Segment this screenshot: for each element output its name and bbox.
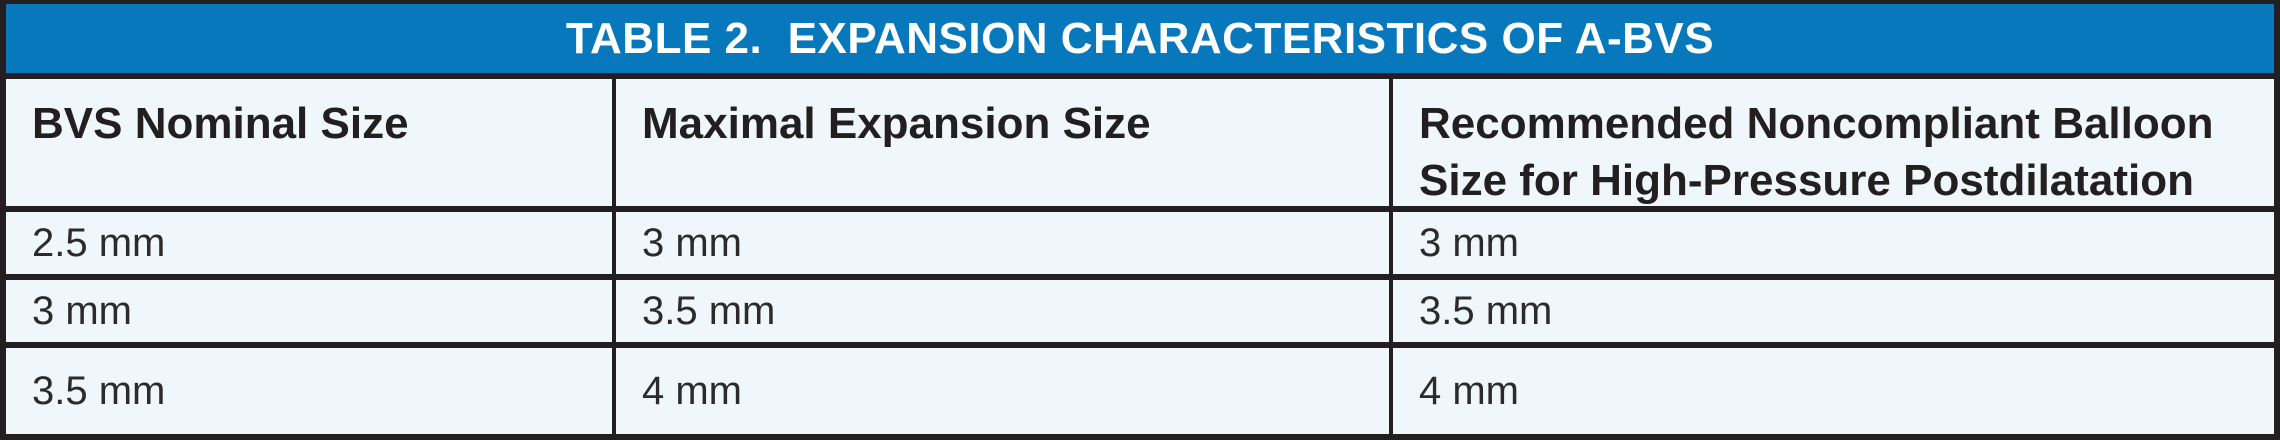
table-title-bar: TABLE 2. EXPANSION CHARACTERISTICS OF A-… [6, 4, 2274, 73]
table-cell-r1c2: 3 mm [612, 206, 1389, 274]
table-cell-r1c1: 2.5 mm [6, 206, 612, 274]
table-cell-r1c3: 3 mm [1389, 206, 2274, 274]
column-header-maximal-expansion-size: Maximal Expansion Size [612, 73, 1389, 206]
table-cell-r2c2: 3.5 mm [612, 274, 1389, 342]
table-cell-r3c1: 3.5 mm [6, 342, 612, 434]
column-header-recommended-balloon-size: Recommended Noncompliant Balloon Size fo… [1389, 73, 2274, 206]
table-cell-r2c3: 3.5 mm [1389, 274, 2274, 342]
table-cell-r3c2: 4 mm [612, 342, 1389, 434]
table-cell-r3c3: 4 mm [1389, 342, 2274, 434]
table-cell-r2c1: 3 mm [6, 274, 612, 342]
column-header-bvs-nominal-size: BVS Nominal Size [6, 73, 612, 206]
